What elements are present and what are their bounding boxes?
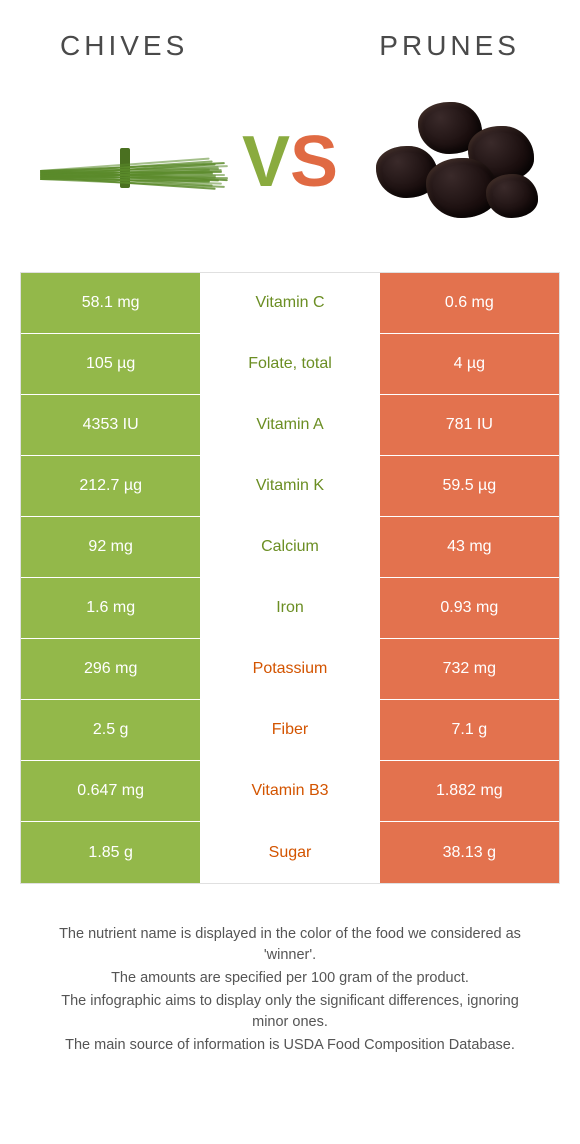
left-value-cell: 4353 IU xyxy=(21,395,200,455)
left-value-cell: 1.85 g xyxy=(21,822,200,883)
vs-letter-v: V xyxy=(242,121,290,203)
nutrient-name-cell: Fiber xyxy=(200,700,379,760)
table-row: 212.7 µgVitamin K59.5 µg xyxy=(21,456,559,517)
nutrient-name-cell: Calcium xyxy=(200,517,379,577)
table-row: 2.5 gFiber7.1 g xyxy=(21,700,559,761)
footnote-line: The main source of information is USDA F… xyxy=(44,1035,536,1056)
footnotes: The nutrient name is displayed in the co… xyxy=(20,884,560,1056)
right-value-cell: 781 IU xyxy=(380,395,559,455)
table-row: 1.85 gSugar38.13 g xyxy=(21,822,559,883)
table-row: 296 mgPotassium732 mg xyxy=(21,639,559,700)
right-value-cell: 732 mg xyxy=(380,639,559,699)
prunes-icon xyxy=(350,92,550,232)
footnote-line: The nutrient name is displayed in the co… xyxy=(44,924,536,966)
table-row: 92 mgCalcium43 mg xyxy=(21,517,559,578)
nutrient-name-cell: Vitamin C xyxy=(200,273,379,333)
nutrient-name-cell: Vitamin A xyxy=(200,395,379,455)
chives-icon xyxy=(30,92,230,232)
title-row: CHIVES PRUNES xyxy=(20,30,560,72)
infographic-container: CHIVES PRUNES VS 58.1 mgVitamin C0.6 mg1… xyxy=(0,0,580,1078)
right-value-cell: 0.6 mg xyxy=(380,273,559,333)
left-value-cell: 1.6 mg xyxy=(21,578,200,638)
right-value-cell: 4 µg xyxy=(380,334,559,394)
right-value-cell: 43 mg xyxy=(380,517,559,577)
footnote-line: The amounts are specified per 100 gram o… xyxy=(44,968,536,989)
left-value-cell: 212.7 µg xyxy=(21,456,200,516)
nutrient-name-cell: Iron xyxy=(200,578,379,638)
nutrient-name-cell: Vitamin B3 xyxy=(200,761,379,821)
right-food-title: PRUNES xyxy=(379,30,520,62)
nutrient-name-cell: Sugar xyxy=(200,822,379,883)
table-row: 58.1 mgVitamin C0.6 mg xyxy=(21,273,559,334)
table-row: 105 µgFolate, total4 µg xyxy=(21,334,559,395)
left-food-title: CHIVES xyxy=(60,30,188,62)
nutrient-name-cell: Folate, total xyxy=(200,334,379,394)
vs-label: VS xyxy=(242,121,338,203)
left-value-cell: 92 mg xyxy=(21,517,200,577)
left-value-cell: 105 µg xyxy=(21,334,200,394)
left-value-cell: 296 mg xyxy=(21,639,200,699)
footnote-line: The infographic aims to display only the… xyxy=(44,991,536,1033)
table-row: 1.6 mgIron0.93 mg xyxy=(21,578,559,639)
right-value-cell: 7.1 g xyxy=(380,700,559,760)
right-value-cell: 38.13 g xyxy=(380,822,559,883)
right-value-cell: 0.93 mg xyxy=(380,578,559,638)
nutrient-name-cell: Vitamin K xyxy=(200,456,379,516)
nutrient-name-cell: Potassium xyxy=(200,639,379,699)
vs-letter-s: S xyxy=(290,121,338,203)
table-row: 0.647 mgVitamin B31.882 mg xyxy=(21,761,559,822)
left-value-cell: 0.647 mg xyxy=(21,761,200,821)
table-row: 4353 IUVitamin A781 IU xyxy=(21,395,559,456)
left-value-cell: 58.1 mg xyxy=(21,273,200,333)
hero-row: VS xyxy=(20,72,560,272)
left-value-cell: 2.5 g xyxy=(21,700,200,760)
right-value-cell: 59.5 µg xyxy=(380,456,559,516)
nutrient-table: 58.1 mgVitamin C0.6 mg105 µgFolate, tota… xyxy=(20,272,560,884)
right-value-cell: 1.882 mg xyxy=(380,761,559,821)
